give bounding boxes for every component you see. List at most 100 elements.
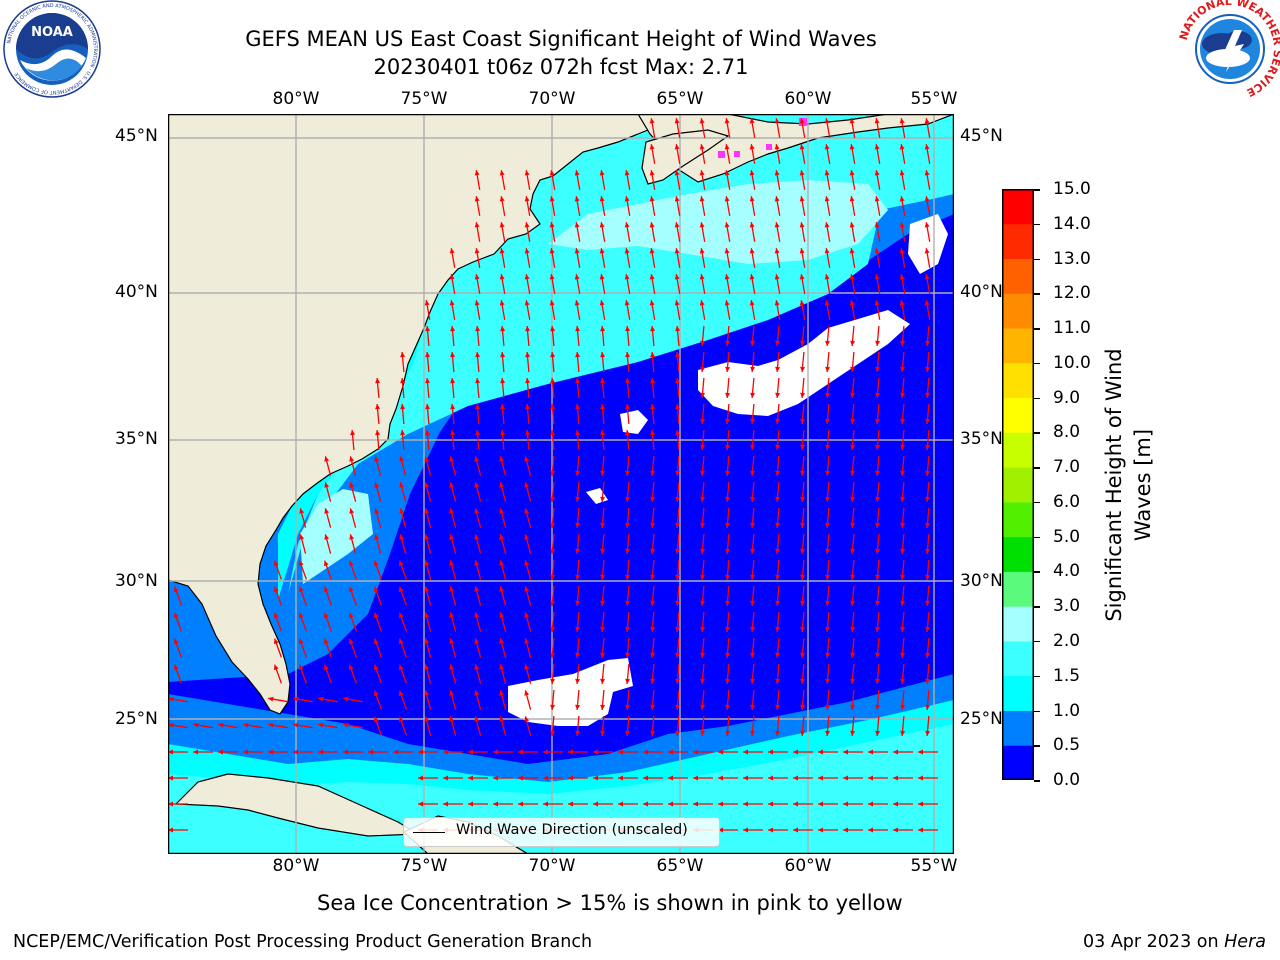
wind-arrow-head: [349, 482, 355, 488]
wind-arrow-head: [675, 378, 681, 384]
wind-arrow-head: [675, 522, 681, 528]
colorbar-tick-label: 1.0: [1053, 700, 1081, 721]
wind-arrow-head: [875, 730, 881, 736]
wind-arrow-head: [775, 548, 781, 554]
wind-arrow-head: [625, 404, 631, 410]
wind-arrow-head: [900, 392, 906, 398]
wind-arrow-head: [924, 300, 930, 306]
wind-arrow-head: [468, 801, 473, 807]
wind-arrow-head: [375, 430, 381, 436]
wind-arrow-head: [625, 326, 631, 332]
wind-arrow-head: [293, 722, 299, 728]
wind-arrow-head: [324, 534, 330, 540]
wind-arrow-head: [398, 638, 404, 645]
wind-arrow-head: [849, 144, 855, 150]
wind-arrow-head: [825, 522, 831, 528]
wind-arrow-head: [524, 222, 530, 228]
wind-arrow-head: [874, 118, 880, 124]
wind-arrow-head: [650, 378, 656, 384]
wind-arrow-head: [550, 730, 556, 736]
wind-arrow-head: [775, 730, 781, 736]
wind-arrow-head: [400, 430, 406, 436]
missing-data-patch-1: [698, 310, 910, 416]
wind-arrow-head: [474, 170, 480, 176]
wind-arrow-head: [849, 274, 855, 280]
wind-arrow-head: [750, 366, 756, 372]
wind-arrow-head: [218, 722, 224, 728]
wind-arrow-head: [725, 678, 731, 684]
wind-arrow-head: [524, 300, 530, 306]
map-legend: Wind Wave Direction (unscaled): [403, 817, 720, 847]
wind-arrow-head: [568, 801, 573, 807]
wind-arrow-head: [650, 496, 656, 502]
colorbar-tick-label: 15.0: [1053, 179, 1091, 199]
wind-arrow-head: [474, 690, 480, 696]
wind-arrow-head: [348, 586, 354, 593]
wind-arrow-head: [750, 522, 756, 528]
wind-arrow-head: [843, 801, 848, 807]
wind-arrow-head: [299, 534, 305, 540]
wind-arrow-head: [273, 586, 279, 593]
wind-arrow-head: [700, 600, 706, 606]
wind-arrow-head: [874, 300, 880, 306]
wind-arrow-head: [524, 560, 530, 566]
wind-arrow-head: [800, 444, 806, 450]
wind-arrow-head: [399, 534, 405, 540]
colorbar: [1002, 189, 1034, 781]
wind-arrow-head: [843, 749, 848, 755]
wind-arrow-head: [725, 730, 731, 736]
chart-title-line1: GEFS MEAN US East Coast Significant Heig…: [245, 27, 877, 51]
colorbar-tick-mark: [1034, 397, 1040, 400]
wind-arrow-head: [825, 678, 831, 684]
wind-arrow-head: [524, 664, 530, 670]
wind-arrow-head: [750, 600, 756, 606]
wind-arrow-head: [875, 470, 881, 476]
wind-arrow-head: [675, 548, 681, 554]
wind-arrow-head: [449, 560, 455, 566]
wind-arrow-head: [725, 626, 731, 632]
wind-arrow-head: [449, 716, 455, 722]
wind-arrow-head: [499, 196, 505, 202]
wind-arrow-head: [493, 749, 498, 755]
wind-arrow-head: [173, 664, 179, 671]
wind-arrow-head: [599, 300, 605, 306]
wind-arrow-head: [775, 366, 781, 372]
wind-arrow-head: [774, 170, 780, 176]
wind-arrow-head: [518, 775, 523, 781]
wind-arrow-head: [449, 586, 455, 592]
wind-arrow-head: [618, 801, 623, 807]
colorbar-segment: [1002, 397, 1034, 433]
wind-arrow-head: [725, 600, 731, 606]
wind-arrow-head: [724, 300, 730, 306]
wind-arrow-head: [499, 638, 505, 644]
wind-arrow-head: [674, 274, 680, 280]
wind-arrow-head: [298, 586, 304, 593]
wind-arrow-head: [474, 716, 480, 722]
wind-arrow-head: [575, 352, 581, 358]
wind-arrow-head: [374, 482, 380, 488]
colorbar-tick-label: 8.0: [1053, 422, 1081, 443]
wind-arrow-head: [718, 801, 723, 807]
wind-arrow-head: [525, 326, 531, 332]
wind-arrow-head: [500, 378, 506, 384]
lat-label-left-40n: 40°N: [115, 282, 158, 302]
wind-arrow-head: [599, 248, 605, 254]
wind-arrow-head: [348, 612, 354, 619]
wind-arrow-head: [824, 274, 830, 280]
wind-arrow-head: [625, 730, 631, 736]
colorbar-tick-mark: [1034, 189, 1040, 191]
wind-arrow-head: [650, 600, 656, 606]
graticule: [168, 114, 954, 854]
colorbar-segment: [1002, 362, 1034, 399]
wind-arrow-head: [693, 749, 698, 755]
wind-arrow-head: [499, 664, 505, 670]
wind-arrow-head: [475, 378, 481, 384]
lon-label-bottom-70w: 70°W: [528, 856, 576, 876]
wind-arrow-head: [800, 392, 806, 398]
wind-arrow-head: [775, 626, 781, 632]
wind-arrow-head: [599, 170, 605, 176]
colorbar-segment: [1002, 293, 1034, 329]
colorbar-tick-mark: [1034, 536, 1040, 539]
wind-arrow-head: [675, 652, 681, 658]
wind-arrow-head: [324, 482, 330, 488]
